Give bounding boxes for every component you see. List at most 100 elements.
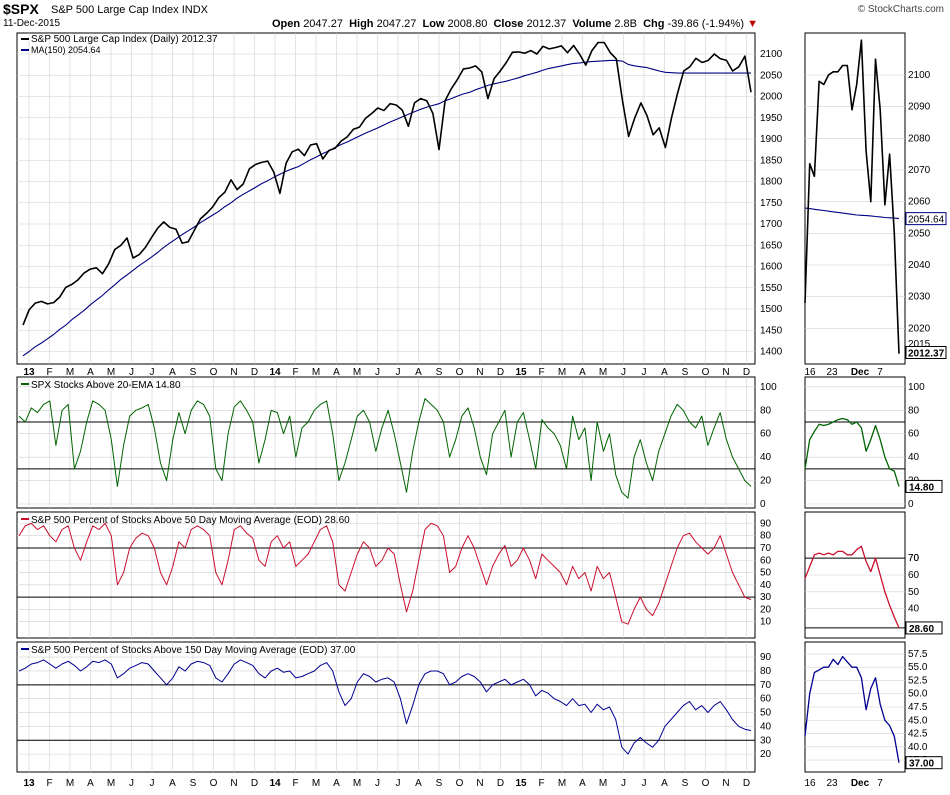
zoom-y-tick-label: 2030	[908, 292, 931, 303]
x-tick-label: A	[415, 778, 422, 789]
zoom-last-value-ema20: 14.80	[909, 482, 934, 493]
zoom-x-tick-label: 23	[826, 778, 838, 789]
pct50-line	[18, 522, 752, 625]
zoom-y-tick-label: 42.5	[908, 729, 928, 740]
y-tick-label: 80	[760, 666, 772, 677]
y-tick-label: 100	[760, 382, 777, 393]
y-tick-label: 30	[760, 592, 772, 603]
x-tick-label: D	[497, 367, 504, 378]
x-tick-label: O	[210, 367, 218, 378]
panel-title-ema20: SPX Stocks Above 20-EMA 14.80	[31, 380, 181, 391]
zoom-y-tick-label: 40	[908, 452, 920, 463]
zoom-y-tick-label: 57.5	[908, 649, 928, 660]
y-tick-label: 20	[760, 604, 772, 615]
y-tick-label: 20	[760, 476, 772, 487]
y-tick-label: 1650	[760, 240, 783, 251]
y-tick-label: 40	[760, 721, 772, 732]
zoom-last-value-pct150: 37.00	[909, 759, 934, 770]
x-tick-label: J	[621, 778, 626, 789]
x-tick-label: A	[579, 367, 586, 378]
ma150-line	[22, 59, 751, 357]
x-tick-label: J	[396, 367, 401, 378]
zoom-y-tick-label: 60	[908, 429, 920, 440]
x-tick-label: M	[312, 367, 320, 378]
y-tick-label: 20	[760, 749, 772, 760]
x-tick-label: M	[599, 778, 607, 789]
y-tick-label: 60	[760, 694, 772, 705]
chart-date: 11-Dec-2015	[3, 18, 61, 29]
x-tick-label: 13	[23, 367, 35, 378]
zoom-frame-price	[804, 32, 906, 365]
y-tick-label: 30	[760, 735, 772, 746]
legend-price: S&P 500 Large Cap Index (Daily) 2012.37	[31, 34, 218, 45]
x-tick-label: M	[353, 367, 361, 378]
y-tick-label: 90	[760, 518, 772, 529]
ticker-name: S&P 500 Large Cap Index INDX	[51, 4, 208, 16]
x-tick-label: J	[129, 367, 134, 378]
zoom-y-tick-label: 2020	[908, 323, 931, 334]
y-tick-label: 1850	[760, 155, 783, 166]
x-tick-label: J	[150, 367, 155, 378]
y-tick-label: 10	[760, 617, 772, 628]
chart-header: $SPX S&P 500 Large Cap Index INDX 11-Dec…	[0, 0, 950, 32]
high-value: 2047.27	[376, 18, 417, 30]
zoom-y-tick-label: 47.5	[908, 702, 928, 713]
x-tick-label: J	[642, 778, 647, 789]
zoom-close-value-box	[905, 345, 947, 359]
x-tick-label: A	[333, 367, 340, 378]
x-tick-label: M	[66, 778, 74, 789]
x-tick-label: S	[682, 778, 689, 789]
zoom-ma-value-box	[905, 212, 947, 226]
x-tick-label: F	[538, 367, 544, 378]
x-tick-label: J	[642, 367, 647, 378]
price-line	[22, 41, 752, 326]
x-tick-label: A	[169, 367, 176, 378]
x-tick-label: 14	[269, 778, 281, 789]
y-tick-label: 70	[760, 680, 772, 691]
zoom-y-tick-label: 52.5	[908, 675, 928, 686]
zoom-y-tick-label: 80	[908, 405, 920, 416]
zoom-y-tick-label: 60	[908, 570, 920, 581]
y-tick-label: 2050	[760, 70, 783, 81]
legend-ma: MA(150) 2054.64	[31, 45, 101, 55]
zoom-y-tick-label: 50.0	[908, 689, 928, 700]
x-tick-label: M	[599, 367, 607, 378]
zoom-y-tick-label: 2080	[908, 133, 931, 144]
x-tick-label: A	[661, 367, 668, 378]
zoom-y-tick-label: 70	[908, 553, 920, 564]
zoom-y-tick-label: 2070	[908, 165, 931, 176]
y-tick-label: 1750	[760, 198, 783, 209]
zoom-last-value-box-pct150	[905, 756, 943, 770]
zoom-ma-value: 2054.64	[908, 215, 945, 226]
zoom-last-value-box-pct50	[905, 621, 943, 635]
panel-frame-pct150	[16, 641, 756, 773]
y-tick-label: 50	[760, 568, 772, 579]
zoom-y-tick-label: 45.0	[908, 715, 928, 726]
x-tick-label: N	[476, 778, 483, 789]
x-tick-label: O	[456, 367, 464, 378]
x-tick-label: S	[436, 778, 443, 789]
x-tick-label: N	[230, 367, 237, 378]
pct150-line	[18, 659, 752, 755]
x-tick-label: J	[375, 367, 380, 378]
x-tick-label: M	[66, 367, 74, 378]
zoom-last-value-box-ema20	[905, 479, 943, 493]
x-tick-label: 15	[515, 367, 527, 378]
x-tick-label: F	[46, 778, 52, 789]
x-tick-label: M	[312, 778, 320, 789]
y-tick-label: 60	[760, 555, 772, 566]
zoom-y-tick-label: 50	[908, 587, 920, 598]
x-tick-label: M	[107, 778, 115, 789]
y-tick-label: 1500	[760, 304, 783, 315]
x-tick-label: A	[415, 367, 422, 378]
y-tick-label: 1400	[760, 347, 783, 358]
y-tick-label: 1600	[760, 262, 783, 273]
y-tick-label: 1950	[760, 113, 783, 124]
x-tick-label: N	[230, 778, 237, 789]
x-tick-label: N	[722, 778, 729, 789]
zoom-y-tick-label: 2040	[908, 260, 931, 271]
x-tick-label: 15	[515, 778, 527, 789]
zoom-x-tick-label: 16	[804, 778, 816, 789]
x-tick-label: O	[702, 367, 710, 378]
x-tick-label: M	[107, 367, 115, 378]
